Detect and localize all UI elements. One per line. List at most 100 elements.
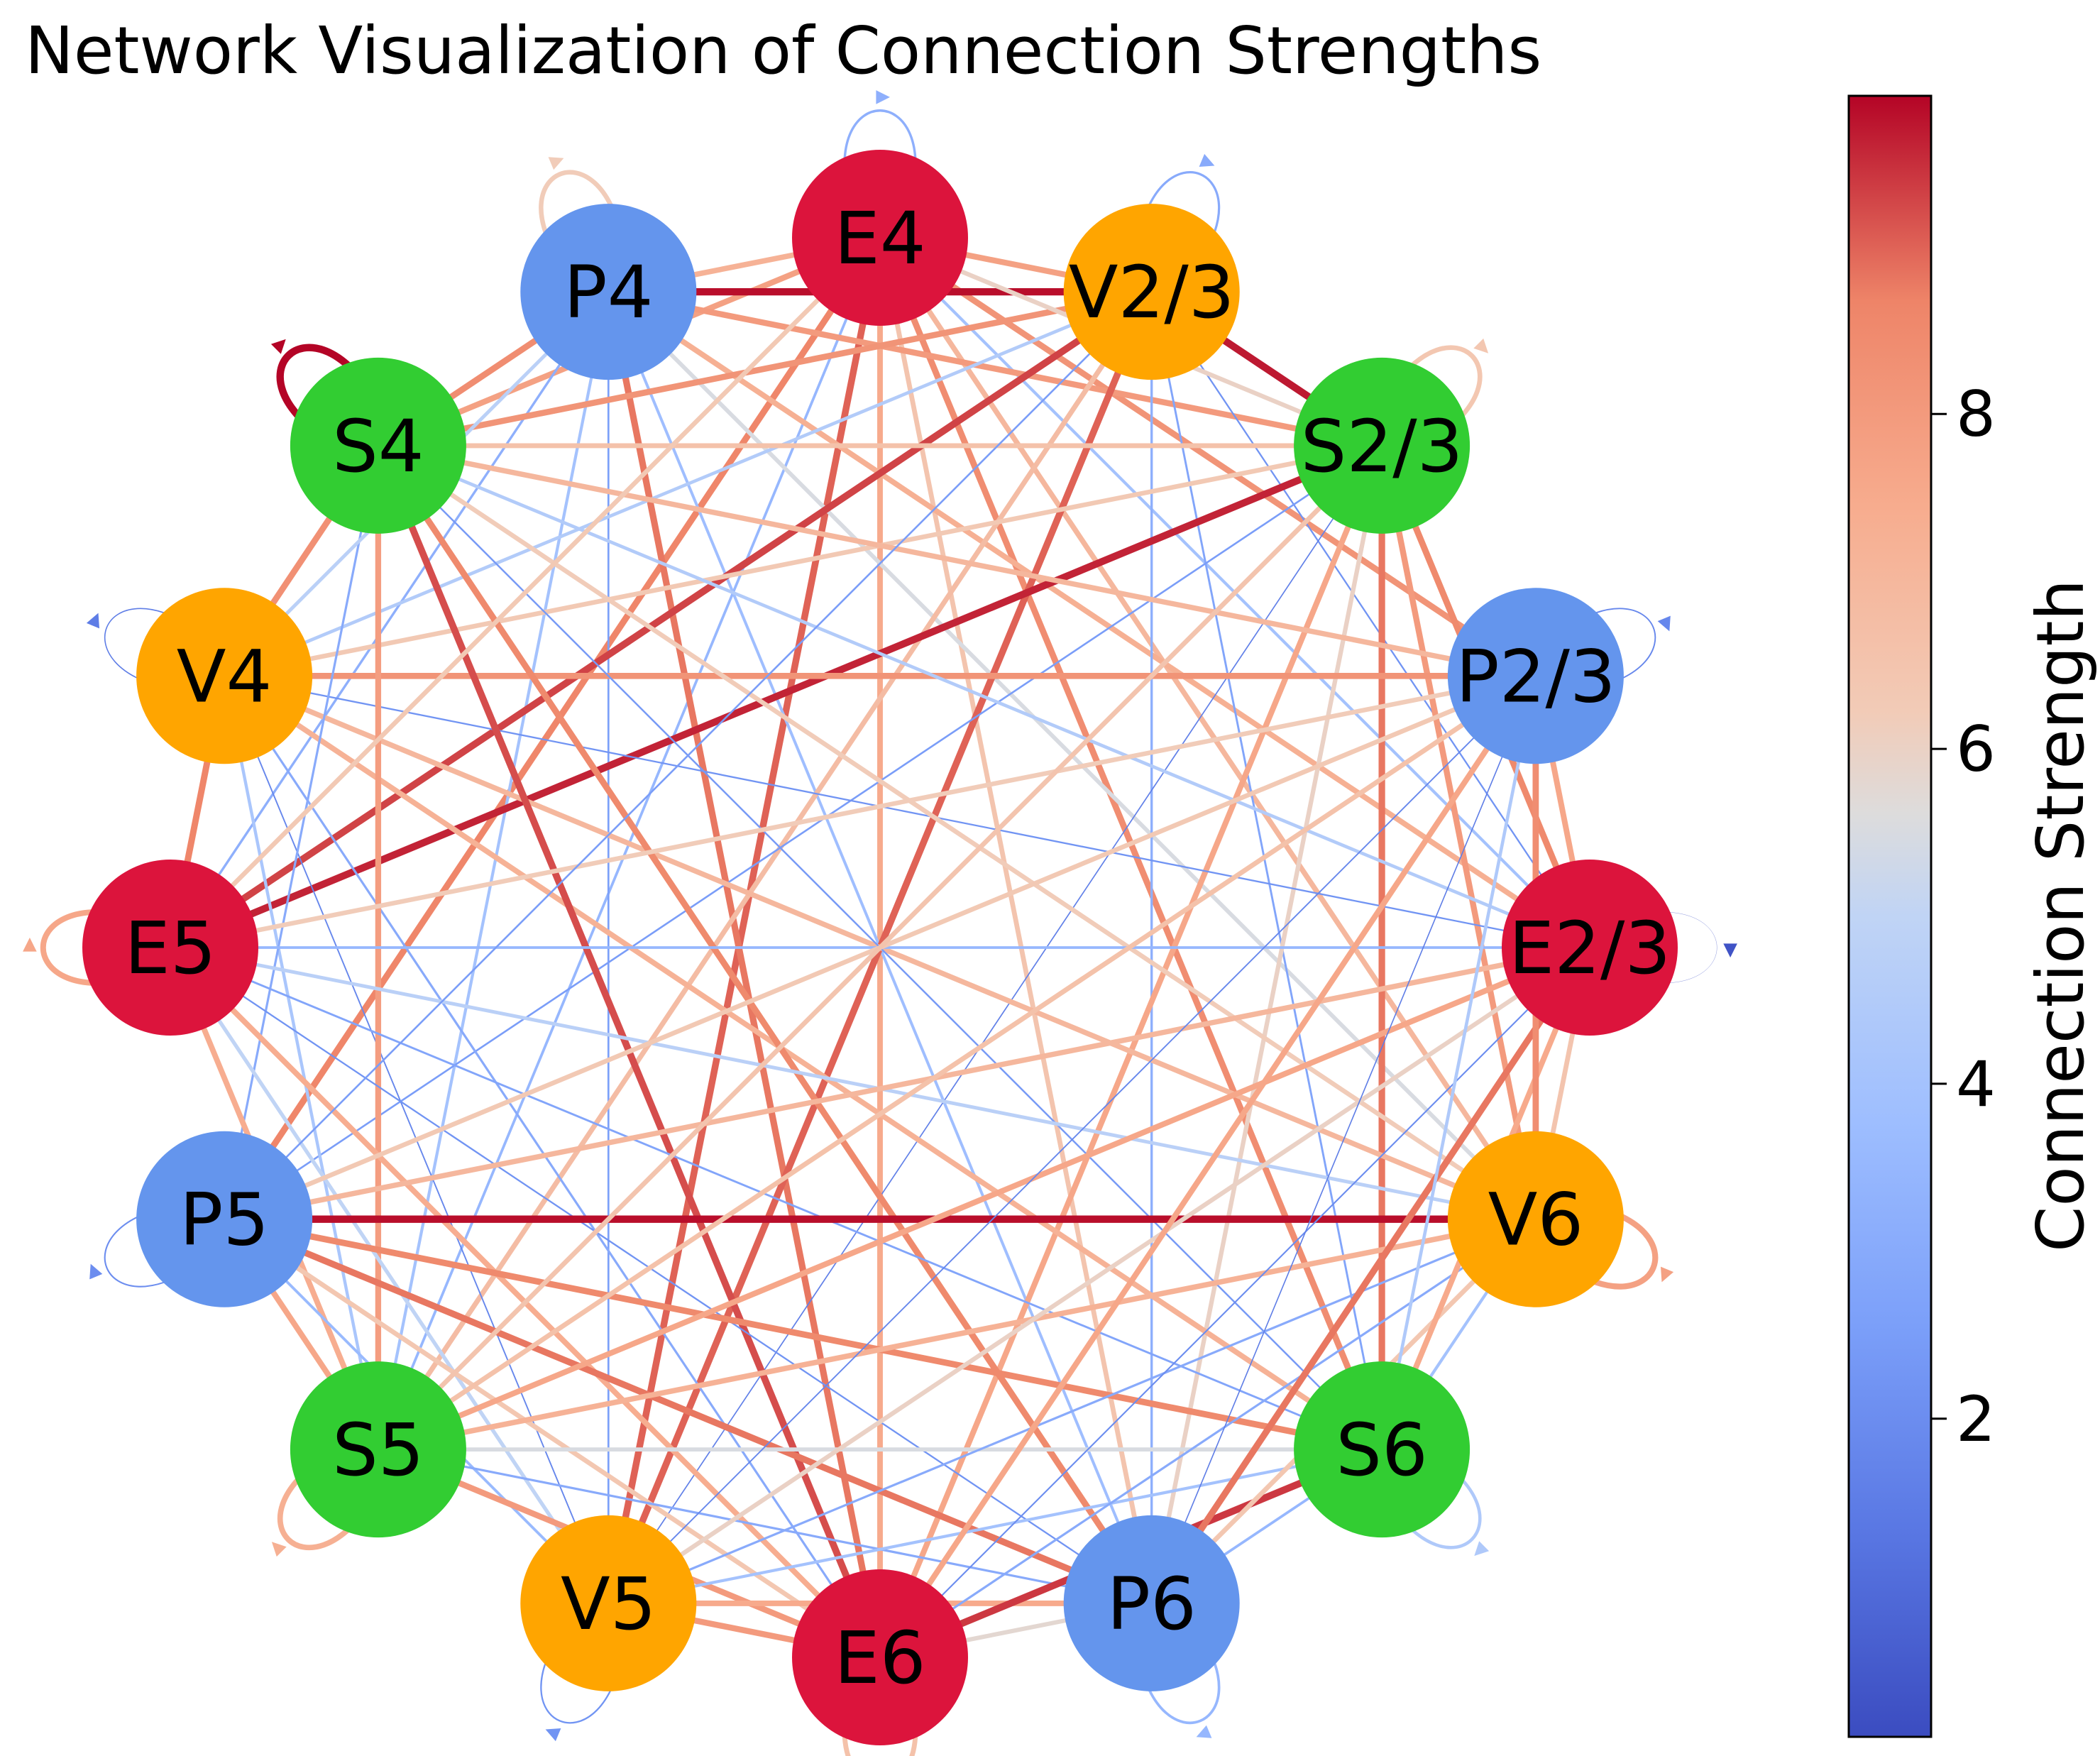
- edge-e4-p23: [876, 234, 1539, 679]
- edge-s5-p6: [377, 1448, 1153, 1605]
- node-s5: S5: [290, 1361, 466, 1538]
- node-circle-p5: [136, 1131, 313, 1307]
- self-loop-arrow-s4: [270, 339, 286, 354]
- self-loop-arrow-p4: [548, 157, 564, 170]
- node-label-s23: S2/3: [1301, 405, 1463, 489]
- node-circle-e23: [1502, 860, 1678, 1036]
- self-loop-arrow-e4: [876, 90, 890, 104]
- node-label-e4: E4: [834, 197, 925, 281]
- edge-v23-p5: [223, 290, 1153, 1220]
- edge-e5-v5: [168, 945, 610, 1606]
- self-loop-s6: [1387, 1455, 1482, 1549]
- edge-e6-v6: [879, 1218, 1537, 1659]
- node-e5: E5: [82, 860, 258, 1036]
- self-loop-v4: [104, 608, 198, 690]
- self-loop-e4: [843, 109, 917, 196]
- chart-title: Network Visualization of Connection Stre…: [25, 13, 1541, 89]
- edge-e6-p23: [877, 673, 1539, 1660]
- self-loop-p5: [104, 1205, 198, 1288]
- node-circle-v5: [520, 1515, 697, 1691]
- node-p4: P4: [520, 204, 697, 380]
- edge-v5-v6: [607, 1218, 1537, 1605]
- self-loop-arrow-p6: [1196, 1725, 1212, 1738]
- self-loop-arrow-s5: [271, 1542, 287, 1557]
- self-loop-arrow-v6: [1661, 1266, 1674, 1283]
- self-loop-v6: [1561, 1203, 1659, 1290]
- self-loop-p23: [1562, 608, 1656, 690]
- node-circle-s5: [290, 1361, 466, 1538]
- self-loop-arrow-p23: [1657, 615, 1671, 632]
- edge-p4-e6: [605, 288, 884, 1661]
- node-s4: S4: [290, 357, 466, 534]
- nodes-layer: E4 V2/3 S2/3 P2/3 E2/3 V6 S6 P6 E6 V5 S5 P5 E5 V4 S4 P4: [82, 150, 1678, 1745]
- node-circle-s4: [290, 357, 466, 534]
- self-loop-arrow-p5: [89, 1263, 103, 1280]
- colorbar-tick-label-6: 6: [1956, 713, 1996, 786]
- node-circle-e4: [792, 150, 968, 326]
- node-circle-s23: [1294, 357, 1470, 534]
- edge-p23-s6: [1380, 674, 1538, 1452]
- edge-v4-s6: [221, 673, 1385, 1452]
- edge-s4-p23: [375, 443, 1539, 679]
- node-p6: P6: [1063, 1515, 1240, 1691]
- edge-s23-v6: [1378, 442, 1539, 1222]
- edge-v5-s6: [607, 1447, 1384, 1605]
- node-s23: S2/3: [1294, 357, 1470, 534]
- edge-s5-e23: [375, 945, 1593, 1453]
- node-circle-p4: [520, 204, 697, 380]
- node-label-v6: V6: [1488, 1178, 1584, 1263]
- node-label-v5: V5: [561, 1562, 656, 1647]
- edge-s23-e5: [166, 441, 1386, 952]
- self-loop-v23: [1137, 171, 1221, 265]
- edge-s4-e23: [376, 444, 1592, 950]
- self-loop-s23: [1387, 345, 1483, 441]
- edge-v4-e23: [223, 675, 1591, 949]
- edge-e6-e23: [879, 946, 1591, 1659]
- node-circle-e6: [792, 1569, 968, 1745]
- node-circle-v4: [136, 588, 313, 764]
- edge-s4-p5: [223, 444, 380, 1221]
- node-v5: V5: [520, 1515, 697, 1691]
- self-loop-p4: [539, 170, 625, 266]
- node-label-e23: E2/3: [1509, 906, 1671, 991]
- self-loop-arrow-v23: [1199, 153, 1215, 167]
- edge-e5-v6: [168, 945, 1538, 1222]
- node-label-s6: S6: [1336, 1408, 1428, 1493]
- edge-p4-s23: [605, 288, 1385, 449]
- edge-p4-e5: [169, 290, 610, 949]
- edge-s23-v5: [608, 445, 1382, 1604]
- edge-v5-e23: [606, 945, 1593, 1606]
- node-s6: S6: [1294, 1361, 1470, 1538]
- edge-p6-p23: [1150, 675, 1536, 1604]
- node-v6: V6: [1447, 1131, 1624, 1307]
- edge-v23-s4: [375, 288, 1155, 449]
- node-label-p23: P2/3: [1456, 635, 1616, 719]
- edge-p5-e6: [221, 1217, 883, 1660]
- edge-e4-p6: [877, 235, 1155, 1606]
- self-loop-p6: [1137, 1630, 1221, 1725]
- edge-p6-e23: [1148, 944, 1593, 1607]
- node-label-p4: P4: [564, 251, 653, 335]
- node-e6: E6: [792, 1569, 968, 1745]
- edge-p5-e23: [221, 945, 1593, 1222]
- colorbar: 2 4 6 8 Connection Strength: [1847, 94, 2099, 1738]
- node-v4: V4: [136, 588, 313, 764]
- edge-v23-s5: [375, 289, 1155, 1452]
- node-label-p6: P6: [1106, 1562, 1196, 1647]
- self-loop-arrow-e5: [23, 938, 37, 952]
- self-loop-arrow-v5: [545, 1728, 561, 1742]
- self-loop-e5: [40, 909, 128, 986]
- node-label-e5: E5: [124, 906, 216, 991]
- node-circle-v23: [1063, 204, 1240, 380]
- node-circle-e5: [82, 860, 258, 1036]
- self-loop-s4: [276, 344, 374, 441]
- node-circle-s6: [1294, 1361, 1470, 1538]
- node-label-s4: S4: [332, 405, 424, 489]
- edge-e4-e5: [167, 235, 883, 950]
- node-e23: E2/3: [1502, 860, 1678, 1036]
- self-loops-layer: [23, 90, 1737, 1756]
- self-loop-v5: [540, 1630, 623, 1724]
- node-p23: P2/3: [1447, 588, 1624, 764]
- self-loop-arrow-e23: [1723, 943, 1737, 957]
